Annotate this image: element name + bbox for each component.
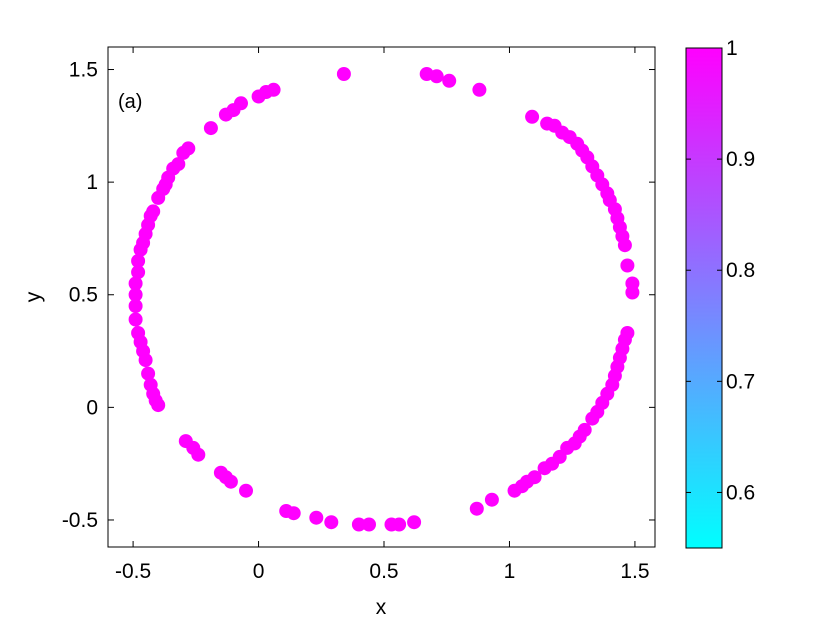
data-point-50 — [309, 510, 324, 525]
colorbar-tick-label: 0.7 — [726, 370, 755, 393]
data-point-30 — [128, 299, 143, 313]
data-point-101 — [525, 109, 540, 124]
x-axis-label: x — [376, 596, 387, 619]
data-point-19 — [151, 190, 166, 205]
data-point-62 — [527, 470, 542, 485]
data-point-3 — [442, 73, 457, 88]
data-point-57 — [469, 501, 484, 516]
colorbar-tick-label: 0.8 — [726, 259, 755, 282]
colorbar: 0.6 0.7 0.8 0.9 1 — [685, 37, 755, 549]
colorbar-gradient — [685, 47, 723, 549]
x-tick-label: -0.5 — [115, 560, 151, 583]
data-point-55 — [392, 517, 407, 532]
y-tick-label: -0.5 — [62, 509, 98, 532]
data-point-27 — [131, 265, 146, 280]
colorbar-tick-label: 1 — [726, 37, 738, 60]
plot-frame — [107, 46, 656, 548]
x-tick-label: 0 — [253, 560, 265, 583]
data-point-53 — [362, 517, 376, 532]
y-axis-label: y — [22, 291, 45, 302]
colorbar-ticks: 0.6 0.7 0.8 0.9 1 — [686, 37, 755, 504]
x-tick-label: 1.5 — [620, 560, 649, 583]
data-point-46 — [223, 474, 238, 489]
data-point-43 — [191, 447, 206, 462]
data-point-58 — [484, 492, 499, 507]
data-point-51 — [324, 515, 339, 530]
data-point-35 — [138, 353, 153, 368]
y-tick-label: 1.5 — [69, 59, 98, 82]
data-point-4 — [472, 82, 487, 97]
data-point-36 — [141, 366, 156, 381]
data-point-100 — [540, 116, 555, 131]
x-tick-label: 0.5 — [369, 560, 398, 583]
data-point-29 — [128, 287, 143, 302]
data-point-40 — [151, 398, 166, 413]
data-point-25 — [133, 242, 148, 257]
data-point-2 — [429, 69, 444, 84]
x-tick-label: 1 — [504, 560, 516, 583]
data-point-69 — [577, 422, 592, 437]
y-tick-label: 0 — [86, 396, 98, 419]
data-point-31 — [128, 312, 143, 327]
data-point-11 — [203, 121, 218, 136]
data-point-7 — [251, 89, 266, 104]
data-point-47 — [239, 483, 253, 498]
scatter-markers — [128, 67, 640, 532]
axis-ticks: -0.5 0 0.5 1 1.5 -0.5 0 0.5 1 1.5 — [62, 47, 655, 583]
plot-area: -0.5 0 0.5 1 1.5 -0.5 0 0.5 1 1.5 (a) — [62, 46, 656, 583]
data-point-26 — [131, 254, 146, 268]
data-point-83 — [620, 258, 635, 273]
colorbar-tick-label: 0.9 — [726, 148, 755, 171]
data-point-80 — [620, 326, 635, 340]
data-point-52 — [351, 517, 366, 532]
data-point-10 — [218, 107, 233, 122]
data-point-49 — [286, 506, 301, 521]
data-point-0 — [336, 67, 351, 81]
y-tick-label: 1 — [86, 171, 98, 194]
panel-label: (a) — [118, 91, 142, 113]
y-tick-label: 0.5 — [69, 284, 98, 307]
colorbar-tick-label: 0.6 — [726, 481, 755, 504]
data-point-13 — [176, 145, 191, 160]
data-point-56 — [407, 515, 422, 530]
data-point-82 — [625, 276, 640, 291]
data-point-28 — [128, 276, 143, 291]
